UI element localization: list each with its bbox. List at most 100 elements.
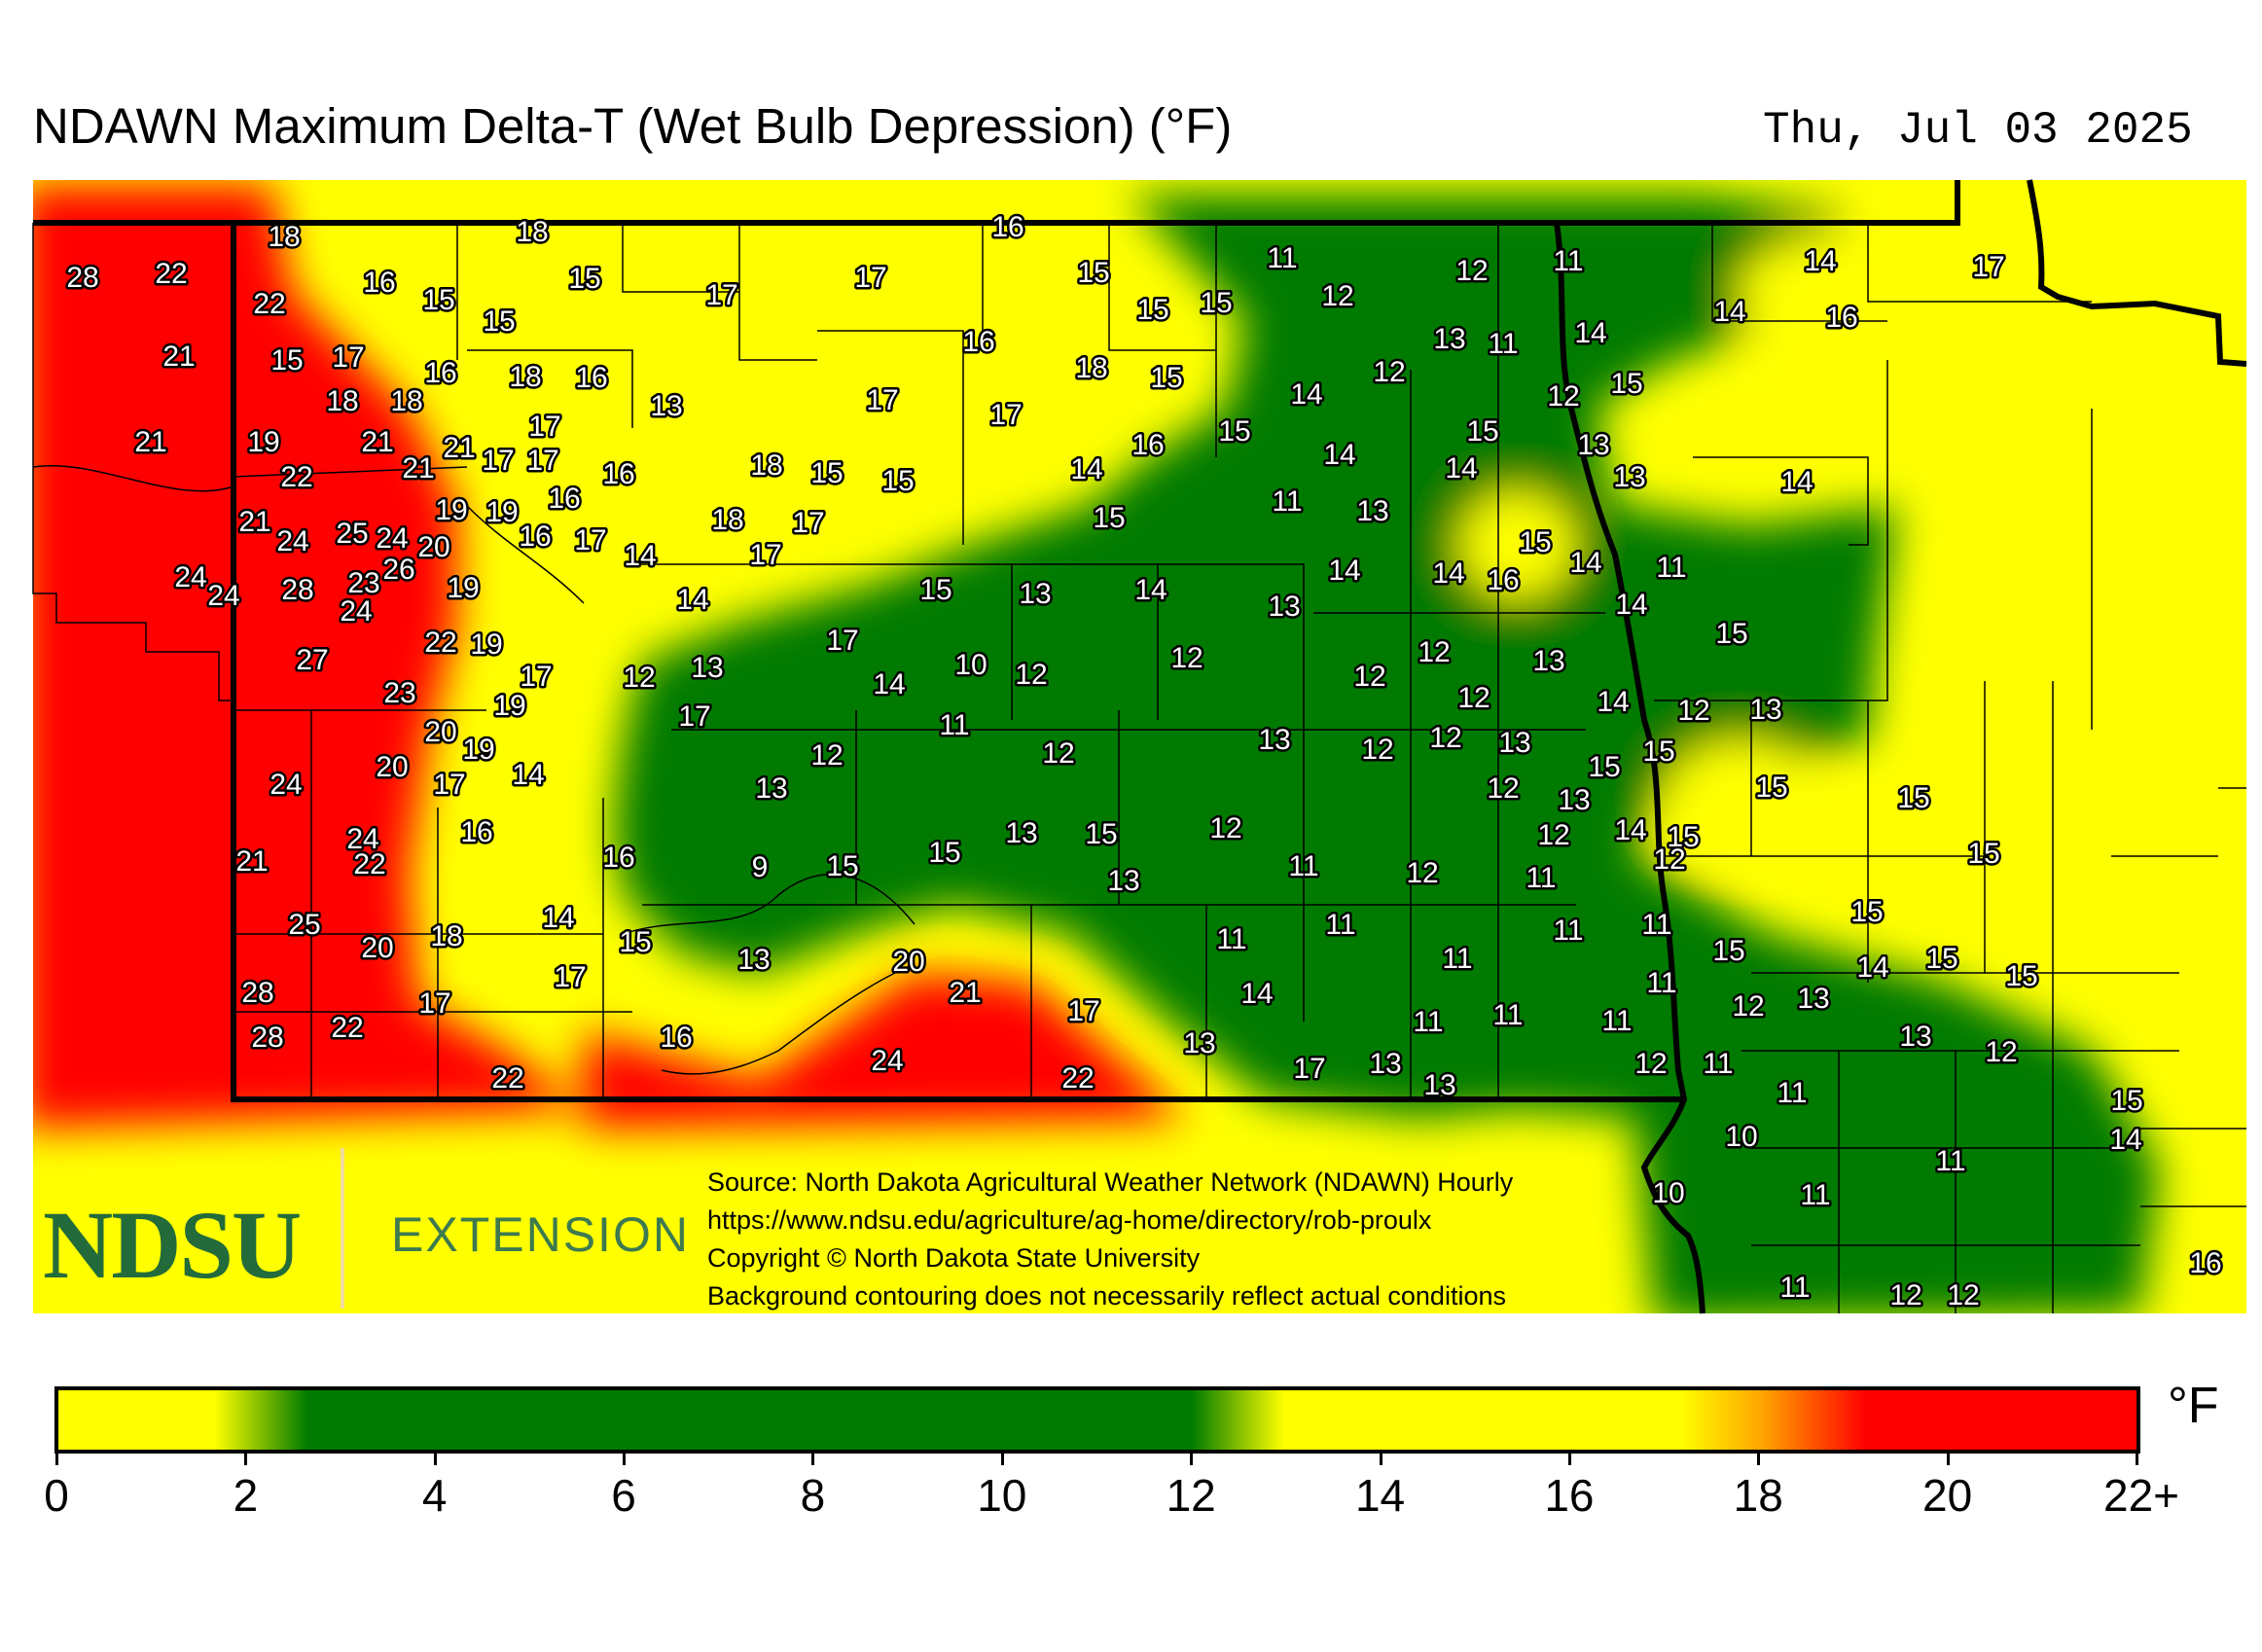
station-value: 12 — [1042, 737, 1074, 770]
station-value: 12 — [1170, 642, 1203, 674]
station-value: 17 — [826, 625, 858, 657]
station-value: 21 — [134, 426, 166, 458]
station-value: 13 — [1577, 429, 1609, 461]
station-value: 21 — [402, 452, 434, 485]
station-value: 12 — [810, 739, 843, 772]
colorbar-tick-label: 14 — [1354, 1470, 1406, 1521]
station-value: 13 — [1356, 495, 1388, 527]
station-value: 11 — [1601, 1005, 1632, 1037]
station-value: 16 — [660, 1022, 692, 1054]
station-value: 13 — [1558, 784, 1590, 816]
station-value: 16 — [602, 842, 634, 874]
station-value: 11 — [1216, 923, 1246, 955]
station-value: 12 — [623, 662, 655, 694]
colorbar-tick — [244, 1454, 248, 1465]
colorbar-unit: °F — [2168, 1378, 2219, 1434]
station-value: 14 — [1290, 378, 1322, 411]
station-value: 13 — [1258, 724, 1290, 756]
station-value: 10 — [1725, 1121, 1757, 1153]
station-value: 25 — [288, 909, 320, 941]
station-value: 17 — [705, 279, 737, 311]
station-value: 18 — [268, 221, 300, 253]
colorbar-tick-label: 12 — [1166, 1470, 1216, 1521]
station-value: 14 — [1615, 589, 1647, 621]
station-value: 11 — [1553, 915, 1583, 947]
colorbar-tick-label: 6 — [611, 1470, 636, 1521]
station-value: 14 — [1445, 452, 1477, 485]
colorbar — [54, 1386, 2140, 1454]
colorbar-tick-label: 10 — [977, 1470, 1027, 1521]
station-value: 15 — [1967, 838, 1999, 870]
station-value: 13 — [1107, 865, 1139, 897]
station-value: 11 — [1800, 1179, 1830, 1211]
credit-copyright: Copyright © North Dakota State Universit… — [707, 1243, 1201, 1273]
station-value: 13 — [1749, 694, 1781, 726]
station-value: 11 — [1413, 1006, 1443, 1038]
station-value: 13 — [737, 944, 770, 976]
station-value: 12 — [1321, 280, 1353, 312]
station-value: 19 — [247, 426, 279, 458]
station-value: 19 — [447, 572, 479, 604]
station-value: 14 — [1574, 317, 1606, 349]
station-value: 11 — [1526, 862, 1556, 894]
station-value: 14 — [1713, 296, 1745, 328]
station-value: 16 — [602, 458, 634, 490]
station-value: 13 — [1005, 817, 1037, 849]
station-value: 12 — [1406, 857, 1438, 889]
station-value: 12 — [1985, 1036, 2017, 1068]
station-value: 13 — [1369, 1048, 1401, 1080]
station-value: 15 — [1712, 935, 1744, 967]
colorbar-tick-label: 8 — [800, 1470, 826, 1521]
station-value: 13 — [1433, 323, 1465, 355]
station-value: 15 — [619, 926, 651, 958]
logo-ndsu-text: NDSU — [43, 1191, 302, 1299]
station-value: 12 — [1353, 661, 1385, 693]
station-value: 18 — [516, 216, 548, 248]
credits: Source: North Dakota Agricultural Weathe… — [707, 1164, 1513, 1315]
station-value: 12 — [1418, 636, 1450, 668]
station-value: 13 — [1423, 1069, 1455, 1101]
station-value: 16 — [519, 521, 551, 553]
colorbar-tick — [55, 1454, 58, 1465]
station-value: 21 — [443, 432, 475, 464]
station-value: 17 — [749, 539, 781, 571]
station-value: 9 — [752, 851, 769, 883]
station-value: 20 — [417, 531, 449, 563]
station-value: 14 — [676, 584, 708, 616]
colorbar-tick-label: 16 — [1544, 1470, 1595, 1521]
colorbar-tick — [1946, 1454, 1950, 1465]
station-value: 10 — [954, 649, 987, 681]
county-lines — [32, 223, 2246, 1313]
station-value: 27 — [296, 644, 328, 676]
colorbar-tick-label: 20 — [1922, 1470, 1973, 1521]
station-value: 12 — [1373, 356, 1405, 388]
station-value: 17 — [574, 524, 606, 557]
station-value: 15 — [826, 850, 858, 882]
station-value: 19 — [435, 494, 467, 526]
station-value: 14 — [1804, 245, 1836, 277]
station-value: 22 — [280, 461, 312, 493]
station-value: 15 — [1136, 294, 1168, 326]
station-value: 12 — [1732, 990, 1764, 1023]
station-value: 17 — [554, 961, 586, 993]
station-value: 15 — [1200, 287, 1232, 319]
station-value: 15 — [1519, 526, 1551, 558]
station-value: 13 — [650, 390, 682, 422]
map-date: Thu, Jul 03 2025 — [1763, 105, 2193, 156]
station-value: 22 — [424, 627, 456, 659]
colorbar-tick-label: 2 — [233, 1470, 259, 1521]
station-value: 16 — [460, 816, 492, 848]
station-value: 17 — [433, 769, 465, 801]
station-value: 13 — [755, 772, 787, 805]
credit-source: Source: North Dakota Agricultural Weathe… — [707, 1167, 1514, 1197]
station-value: 19 — [493, 690, 525, 722]
station-value: 15 — [1093, 502, 1125, 534]
station-value: 11 — [1442, 943, 1472, 975]
station-value: 15 — [270, 344, 303, 377]
station-value: 24 — [207, 580, 239, 612]
station-value: 11 — [1553, 245, 1583, 277]
station-value: 17 — [520, 661, 552, 693]
station-value: 13 — [1532, 645, 1564, 677]
station-value: 12 — [1455, 255, 1488, 287]
